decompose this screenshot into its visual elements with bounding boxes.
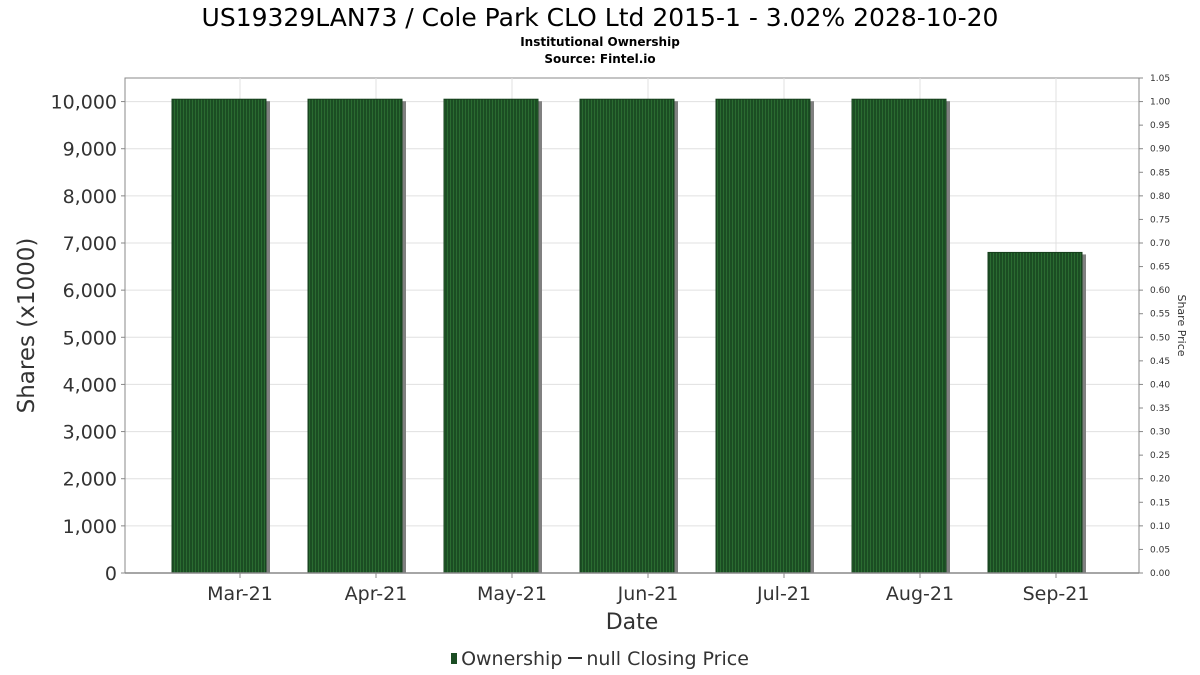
chart-source: Source: Fintel.io — [544, 52, 656, 66]
ownership-bar — [987, 251, 1083, 574]
chart-title: US19329LAN73 / Cole Park CLO Ltd 2015-1 … — [201, 3, 999, 32]
y-tick-label: 6,000 — [63, 280, 117, 302]
y-tick-label: 7,000 — [63, 233, 117, 255]
y2-tick-label: 0.50 — [1150, 333, 1170, 343]
y2-tick-label: 1.05 — [1150, 74, 1170, 84]
y-tick-label: 3,000 — [63, 422, 117, 444]
ownership-legend-swatch — [451, 653, 458, 664]
ownership-bar — [443, 98, 539, 574]
y-tick-label: 0 — [105, 563, 117, 585]
x-tick-label: Aug-21 — [886, 583, 954, 605]
y-tick-label: 9,000 — [63, 139, 117, 161]
x-tick-label: Jun-21 — [617, 583, 679, 605]
y2-tick-label: 0.00 — [1150, 569, 1170, 579]
y2-tick-label: 0.75 — [1150, 215, 1170, 225]
y2-tick-label: 0.05 — [1150, 545, 1170, 555]
y-tick-label: 8,000 — [63, 186, 117, 208]
y2-tick-label: 0.15 — [1150, 498, 1170, 508]
x-tick-label: Apr-21 — [345, 583, 408, 605]
y2-tick-label: 0.60 — [1150, 286, 1170, 296]
y2-tick-label: 0.80 — [1150, 192, 1170, 202]
y2-tick-label: 0.40 — [1150, 380, 1170, 390]
y-tick-label: 2,000 — [63, 469, 117, 491]
y2-axis-title: Share Price — [1175, 294, 1188, 356]
y-tick-label: 4,000 — [63, 374, 117, 396]
y2-tick-label: 0.65 — [1150, 263, 1170, 273]
y2-tick-label: 0.10 — [1150, 522, 1170, 532]
y2-tick-label: 0.85 — [1150, 168, 1170, 178]
y2-tick-label: 0.25 — [1150, 451, 1170, 461]
legend-price-label: null Closing Price — [586, 648, 749, 670]
ownership-bar — [307, 98, 403, 574]
ownership-bar — [851, 98, 947, 574]
ownership-bar — [715, 98, 811, 574]
y2-tick-label: 0.55 — [1150, 310, 1170, 320]
y-tick-label: 1,000 — [63, 516, 117, 538]
y2-tick-label: 1.00 — [1150, 98, 1170, 108]
x-tick-label: Jul-21 — [756, 583, 811, 605]
chart-legend: Ownership null Closing Price — [0, 647, 1200, 671]
price-legend-line — [568, 657, 583, 659]
y-tick-label: 5,000 — [63, 327, 117, 349]
x-axis-title: Date — [606, 610, 659, 635]
y2-tick-label: 0.35 — [1150, 404, 1170, 414]
y-tick-label: 10,000 — [51, 92, 117, 114]
ownership-bar — [579, 98, 675, 574]
y2-tick-label: 0.95 — [1150, 121, 1170, 131]
y2-tick-label: 0.90 — [1150, 145, 1170, 155]
legend-ownership-label: Ownership — [461, 648, 563, 670]
y2-tick-label: 0.45 — [1150, 357, 1170, 367]
y2-tick-label: 0.20 — [1150, 475, 1170, 485]
y2-tick-label: 0.30 — [1150, 428, 1170, 438]
y-axis-title: Shares (x1000) — [14, 238, 40, 414]
ownership-bar — [171, 98, 267, 574]
x-tick-label: Sep-21 — [1023, 583, 1090, 605]
y2-tick-label: 0.70 — [1150, 239, 1170, 249]
x-tick-label: Mar-21 — [207, 583, 273, 605]
x-tick-label: May-21 — [477, 583, 547, 605]
chart-subtitle: Institutional Ownership — [520, 35, 680, 49]
